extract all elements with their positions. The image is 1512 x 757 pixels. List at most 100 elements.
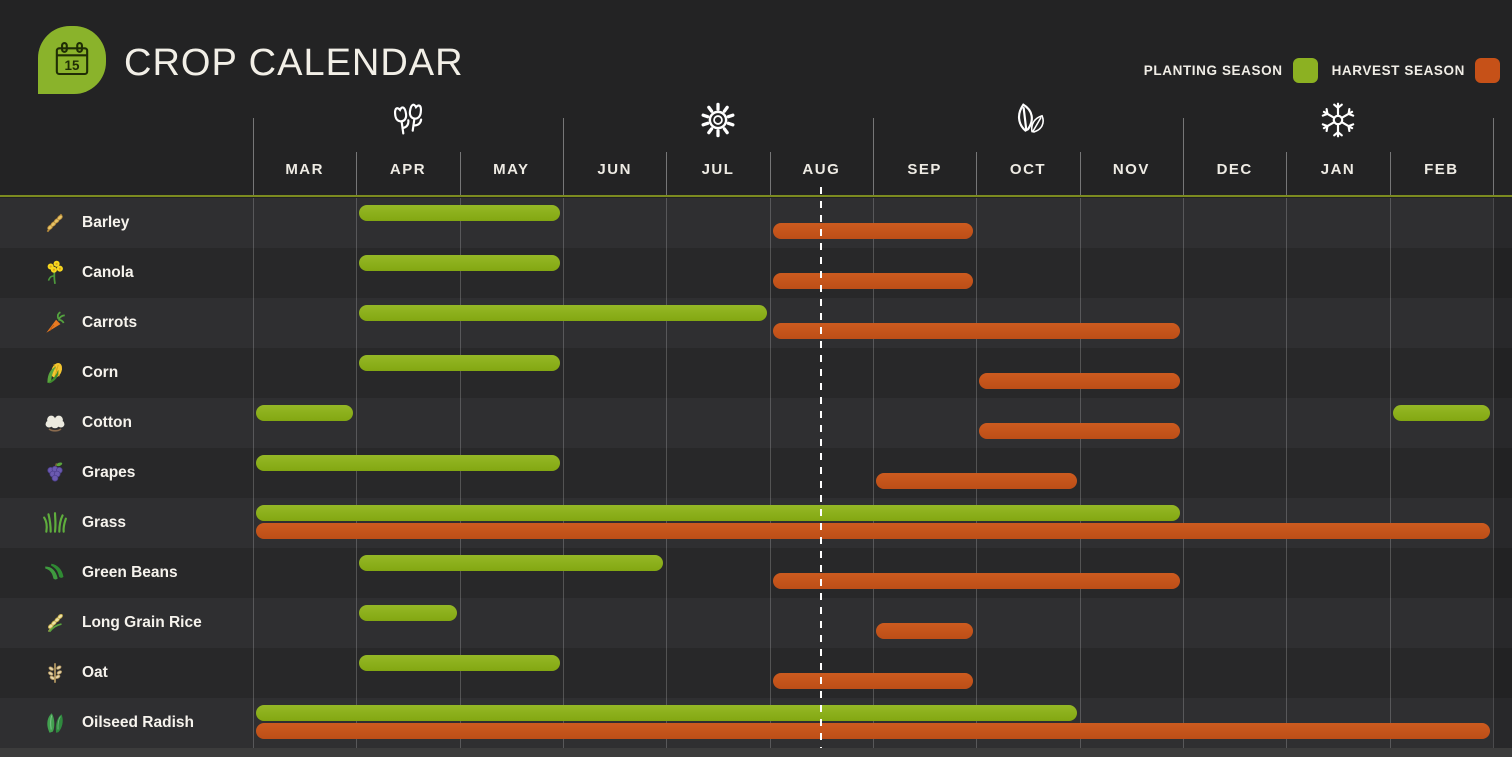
harvest-season-bar <box>979 423 1180 439</box>
crop-name: Grapes <box>82 464 136 481</box>
leaves-icon <box>1006 97 1050 143</box>
month-gridline <box>1286 198 1288 748</box>
barley-icon <box>42 210 68 236</box>
legend-harvest-label: HARVEST SEASON <box>1331 63 1465 78</box>
planting-season-bar <box>359 255 560 271</box>
month-label: NOV <box>1112 161 1150 178</box>
harvest-season-bar <box>256 523 1490 539</box>
planting-season-bar <box>359 305 767 321</box>
month-label: JUL <box>701 161 735 178</box>
harvest-season-bar <box>772 673 974 689</box>
month-gridline <box>1183 198 1184 748</box>
crop-name: Oat <box>82 664 108 681</box>
snowflake-icon <box>1316 97 1360 143</box>
season-boundary-tick <box>1493 118 1494 195</box>
harvest-season-bar <box>772 223 974 239</box>
legend: PLANTING SEASON HARVEST SEASON <box>1144 58 1500 83</box>
season-boundary-tick <box>563 118 564 195</box>
crop-row-band <box>0 548 1512 598</box>
crop-row-label: Green Beans <box>0 548 253 598</box>
rice-icon <box>42 610 68 636</box>
month-label: MAY <box>493 161 530 178</box>
cotton-icon <box>42 410 68 436</box>
crop-row-label: Canola <box>0 248 253 298</box>
month-tick <box>1286 152 1288 195</box>
svg-text:15: 15 <box>65 58 80 73</box>
carrot-icon <box>42 310 68 336</box>
planting-season-bar <box>359 655 560 671</box>
season-boundary-tick <box>873 118 874 195</box>
month-label: OCT <box>1009 161 1047 178</box>
planting-season-bar <box>256 455 560 471</box>
header-divider-line <box>0 195 1512 197</box>
month-gridline <box>666 198 668 748</box>
month-tick <box>1079 152 1081 195</box>
planting-season-bar <box>359 605 457 621</box>
crop-row-band <box>0 198 1512 248</box>
harvest-season-bar <box>979 373 1180 389</box>
month-gridline <box>873 198 874 748</box>
legend-item-planting: PLANTING SEASON <box>1144 58 1318 83</box>
crop-name: Cotton <box>82 414 132 431</box>
green-beans-icon <box>42 560 68 586</box>
right-shade <box>1493 198 1512 748</box>
crop-name: Canola <box>82 264 134 281</box>
month-tick <box>459 152 461 195</box>
bottom-strip <box>0 748 1512 757</box>
month-label: JAN <box>1320 161 1356 178</box>
crop-row-band <box>0 398 1512 448</box>
harvest-season-bar <box>876 473 1077 489</box>
crop-row-label: Barley <box>0 198 253 248</box>
legend-planting-swatch <box>1292 58 1318 83</box>
month-gridline <box>1079 198 1081 748</box>
calendar-icon: 15 <box>38 26 106 94</box>
crop-row-label: Oilseed Radish <box>0 698 253 748</box>
crop-row-label: Corn <box>0 348 253 398</box>
crop-row-label: Carrots <box>0 298 253 348</box>
month-gridline <box>769 198 771 748</box>
grass-icon <box>42 510 68 536</box>
crop-row-label: Long Grain Rice <box>0 598 253 648</box>
month-gridline <box>253 198 254 748</box>
crop-name: Carrots <box>82 314 138 331</box>
month-tick <box>356 152 358 195</box>
month-label: AUG <box>802 161 841 178</box>
crop-name: Corn <box>82 364 119 381</box>
grapes-icon <box>42 460 68 486</box>
planting-season-bar <box>256 705 1077 721</box>
sun-icon <box>696 97 740 143</box>
month-label: FEB <box>1424 161 1459 178</box>
season-boundary-tick <box>1183 118 1184 195</box>
crop-row-label: Grass <box>0 498 253 548</box>
crop-row-band <box>0 348 1512 398</box>
harvest-season-bar <box>772 573 1180 589</box>
month-label: SEP <box>907 161 942 178</box>
month-label: DEC <box>1216 161 1253 178</box>
harvest-season-bar <box>772 273 974 289</box>
today-marker-line <box>820 187 823 748</box>
month-gridline <box>563 198 564 748</box>
month-gridline <box>1389 198 1391 748</box>
month-gridline <box>1493 198 1494 748</box>
radish-icon <box>42 710 68 736</box>
crop-row-band <box>0 248 1512 298</box>
month-gridline <box>459 198 461 748</box>
page-title: CROP CALENDAR <box>124 42 464 84</box>
planting-season-bar <box>1392 405 1490 421</box>
planting-season-bar <box>359 555 664 571</box>
corn-icon <box>42 360 68 386</box>
season-boundary-tick <box>253 118 254 195</box>
crop-name: Oilseed Radish <box>82 714 194 731</box>
harvest-season-bar <box>876 623 974 639</box>
month-label: APR <box>389 161 427 178</box>
crop-name: Barley <box>82 214 130 231</box>
canola-icon <box>42 260 68 286</box>
planting-season-bar <box>359 205 560 221</box>
planting-season-bar <box>359 355 560 371</box>
month-tick <box>666 152 668 195</box>
month-gridline <box>356 198 358 748</box>
crop-name: Grass <box>82 514 126 531</box>
month-tick <box>1389 152 1391 195</box>
crop-row-label: Cotton <box>0 398 253 448</box>
harvest-season-bar <box>256 723 1490 739</box>
